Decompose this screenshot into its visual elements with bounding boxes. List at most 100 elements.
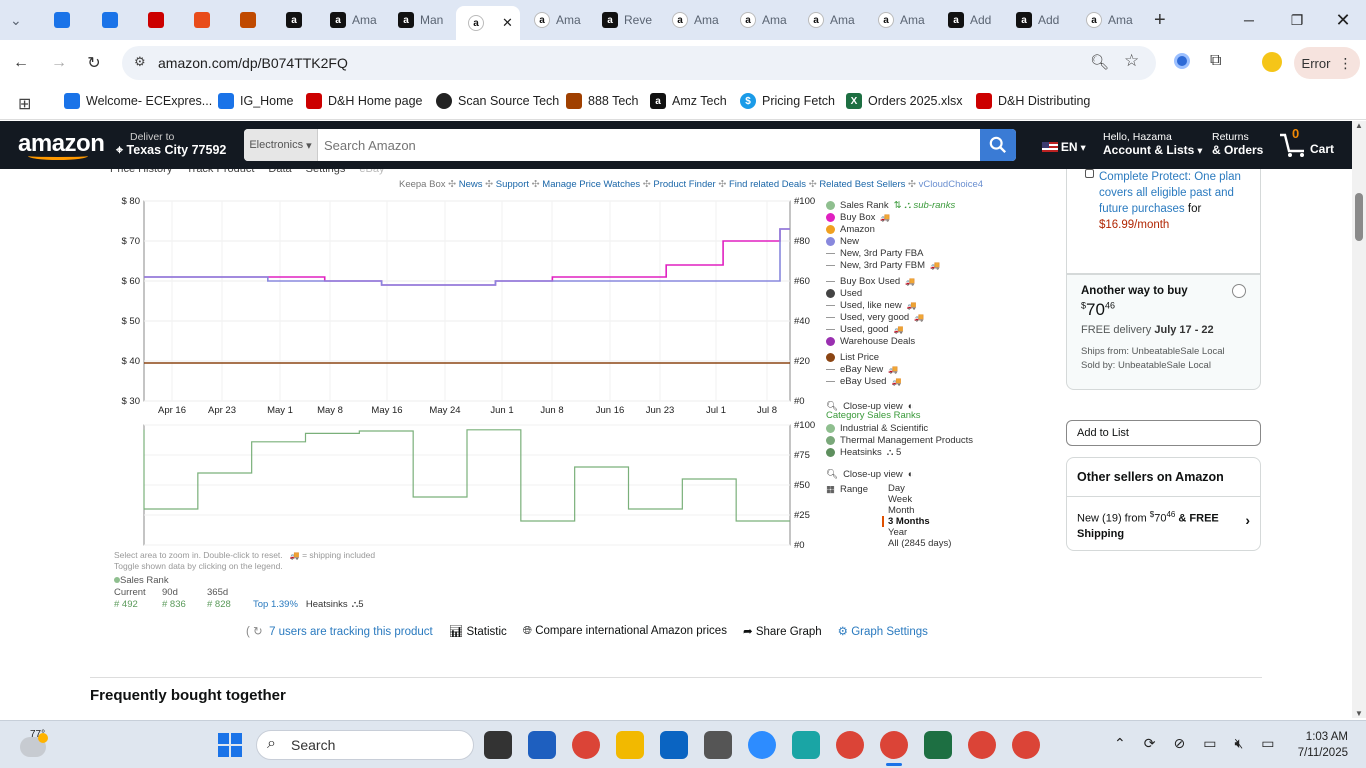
browser-tab[interactable]: [136, 6, 182, 34]
keepa-link[interactable]: News: [458, 179, 483, 190]
bookmark-item[interactable]: X Orders 2025.xlsx: [846, 93, 962, 109]
other-sellers-box[interactable]: Other sellers on Amazon New (19) from $7…: [1066, 457, 1261, 551]
bookmark-item[interactable]: Scan Source Tech: [436, 93, 559, 109]
legend-item[interactable]: Used, good 🚚: [826, 323, 904, 335]
bookmark-item[interactable]: a Amz Tech: [650, 93, 727, 109]
maximize-button[interactable]: ❐: [1274, 8, 1320, 32]
forward-button[interactable]: →: [48, 52, 70, 74]
category-rank-item[interactable]: Industrial & Scientific: [826, 422, 928, 434]
browser-tab[interactable]: a Ama: [796, 6, 866, 34]
legend-item[interactable]: List Price: [826, 351, 879, 363]
extensions-puzzle-icon[interactable]: ⧉: [1210, 52, 1222, 69]
chevron-up-icon[interactable]: ⌃: [1114, 735, 1126, 751]
new-tab-button[interactable]: +: [1148, 6, 1174, 34]
protect-plan-link[interactable]: Complete Protect: One plan covers all el…: [1099, 171, 1241, 215]
profile-avatar[interactable]: [1262, 52, 1282, 72]
keepa-tab[interactable]: Track Product: [186, 169, 255, 175]
url-text[interactable]: amazon.com/dp/B074TTK2FQ: [158, 55, 348, 71]
range-option[interactable]: Week: [888, 494, 913, 505]
browser-tab[interactable]: a Ama: [522, 6, 590, 34]
browser-tab[interactable]: a Ama: [660, 6, 728, 34]
scroll-up-icon[interactable]: ▲: [1355, 121, 1363, 130]
legend-item[interactable]: Buy Box Used 🚚: [826, 275, 915, 287]
compare-button[interactable]: 🌐︎ Compare international Amazon prices: [523, 625, 727, 638]
scroll-thumb[interactable]: [1355, 193, 1363, 241]
legend-item[interactable]: Amazon: [826, 223, 875, 235]
tracking-link[interactable]: ( ↻ 7 users are tracking this product: [246, 624, 433, 638]
chrome-icon[interactable]: [572, 731, 600, 759]
legend-item[interactable]: Sales Rank ⇅ ⛬ sub-ranks: [826, 199, 955, 211]
keepa-link[interactable]: Manage Price Watches: [542, 179, 641, 190]
range-option[interactable]: All (2845 days): [888, 538, 952, 549]
browser-tab[interactable]: a: [274, 6, 318, 34]
legend-item[interactable]: Used, like new 🚚: [826, 299, 917, 311]
keepa-tab[interactable]: Data: [268, 169, 292, 175]
returns-orders[interactable]: Returns & Orders: [1212, 131, 1263, 158]
page-scrollbar[interactable]: ▲ ▼: [1352, 121, 1366, 718]
scroll-down-icon[interactable]: ▼: [1355, 709, 1363, 718]
chrome-profile-3-icon[interactable]: [968, 731, 996, 759]
bookmark-item[interactable]: $ Pricing Fetch: [740, 93, 835, 109]
legend-item[interactable]: Used: [826, 287, 862, 299]
legend-item[interactable]: Used, very good 🚚: [826, 311, 924, 323]
browser-tab[interactable]: a Reve: [590, 6, 660, 34]
amazon-logo[interactable]: amazon: [18, 130, 105, 160]
site-info-icon[interactable]: ⚙: [134, 54, 146, 69]
browser-tab[interactable]: a Add: [936, 6, 1004, 34]
keepa-link[interactable]: vCloudChoice4: [918, 179, 984, 190]
omnibox[interactable]: ⚙ amazon.com/dp/B074TTK2FQ 🔍︎ ☆: [122, 46, 1156, 80]
minimize-button[interactable]: ─: [1226, 8, 1272, 32]
category-rank-item[interactable]: Thermal Management Products: [826, 434, 973, 446]
legend-item[interactable]: New, 3rd Party FBA: [826, 247, 923, 259]
graph-settings-button[interactable]: ⚙ Graph Settings: [838, 624, 928, 638]
start-button[interactable]: [218, 733, 242, 757]
close-window-button[interactable]: ✕: [1320, 8, 1366, 32]
profile-error-button[interactable]: Error ⋮: [1294, 47, 1360, 79]
share-graph-button[interactable]: ➦ Share Graph: [743, 624, 822, 638]
browser-tab[interactable]: a ✕: [456, 6, 520, 40]
browser-tab[interactable]: [90, 6, 136, 34]
extension-icon[interactable]: [1174, 53, 1190, 69]
bookmark-star-icon[interactable]: ☆: [1124, 51, 1140, 70]
chrome-profile-4-icon[interactable]: [1012, 731, 1040, 759]
legend-item[interactable]: eBay New 🚚: [826, 363, 898, 375]
keepa-tab[interactable]: Settings: [305, 169, 346, 175]
price-history-chart[interactable]: $ 80 $ 70 $ 60 $ 50 $ 40 $ 30 #100 #80 #60 #40 #20…: [0, 169, 1060, 629]
statistic-button[interactable]: 📊︎ Statistic: [449, 624, 507, 638]
clock[interactable]: 1:03 AM 7/11/2025: [1284, 729, 1348, 761]
browser-tab[interactable]: a Ama: [318, 6, 386, 34]
chrome-profile-2-icon[interactable]: [880, 731, 908, 759]
legend-item[interactable]: New: [826, 235, 859, 247]
keepa-link[interactable]: Support: [495, 179, 530, 190]
display-icon[interactable]: ▭: [1203, 735, 1217, 751]
language-selector[interactable]: EN ▾: [1042, 141, 1086, 155]
legend-item[interactable]: Warehouse Deals: [826, 335, 915, 347]
keepa-link[interactable]: Keepa Box: [399, 179, 446, 190]
back-button[interactable]: ←: [10, 52, 32, 74]
browser-tab[interactable]: [182, 6, 228, 34]
legend-item[interactable]: Buy Box 🚚: [826, 211, 890, 223]
keepa-link[interactable]: Product Finder: [653, 179, 716, 190]
zoom-icon[interactable]: [748, 731, 776, 759]
reload-button[interactable]: ↻: [83, 52, 105, 74]
chrome-profile-1-icon[interactable]: [836, 731, 864, 759]
browser-tab[interactable]: a Add: [1004, 6, 1074, 34]
category-rank-item[interactable]: Heatsinks ⛬ 5: [826, 446, 901, 458]
closeup-toggle-2[interactable]: 🔍︎ Close-up view ◐: [826, 468, 913, 480]
network-off-icon[interactable]: ⊘: [1173, 735, 1186, 751]
zoom-icon[interactable]: 🔍︎: [1090, 54, 1110, 71]
browser-tab[interactable]: a Ama: [866, 6, 936, 34]
taskbar-search[interactable]: ⌕ Search: [256, 730, 474, 760]
tab-search-button[interactable]: ⌄: [0, 6, 40, 34]
browser-tab[interactable]: a Man: [386, 6, 456, 34]
range-option[interactable]: Month: [888, 505, 915, 516]
keepa-link[interactable]: Find related Deals: [728, 179, 807, 190]
protect-checkbox[interactable]: [1085, 169, 1094, 178]
search-category-dropdown[interactable]: Electronics ▾: [244, 129, 318, 161]
sub-ranks-toggle[interactable]: ⇅ ⛬ sub-ranks: [893, 199, 956, 211]
search-input[interactable]: [318, 129, 980, 161]
outlook-icon[interactable]: [660, 731, 688, 759]
speaker-muted-icon[interactable]: 🔇︎: [1234, 735, 1244, 751]
legend-item[interactable]: New, 3rd Party FBM 🚚: [826, 259, 940, 271]
range-option[interactable]: Day: [888, 483, 905, 494]
